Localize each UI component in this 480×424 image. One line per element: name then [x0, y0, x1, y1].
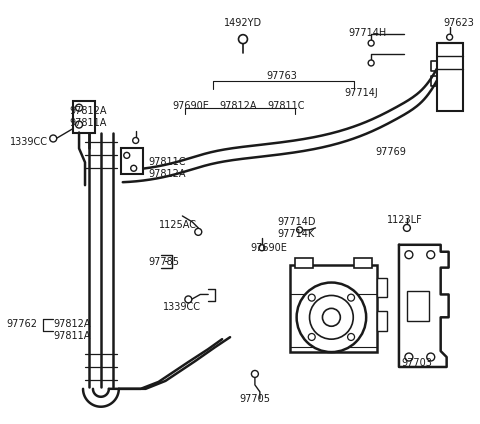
Bar — [289, 265, 377, 352]
Circle shape — [50, 135, 57, 142]
Text: 1339CC: 1339CC — [163, 302, 201, 312]
Text: 97763: 97763 — [266, 71, 297, 81]
Text: 97714D: 97714D — [278, 217, 316, 227]
Circle shape — [446, 34, 453, 40]
Bar — [377, 311, 387, 331]
Text: 97762: 97762 — [7, 319, 37, 329]
Text: 97714K: 97714K — [278, 229, 315, 239]
Circle shape — [239, 35, 248, 44]
Circle shape — [323, 308, 340, 326]
Circle shape — [308, 294, 315, 301]
Circle shape — [185, 296, 192, 303]
Text: 97703: 97703 — [401, 358, 432, 368]
Text: 1125AC: 1125AC — [158, 220, 196, 230]
Text: 97690E: 97690E — [172, 101, 209, 111]
Circle shape — [259, 245, 265, 251]
Circle shape — [132, 137, 139, 143]
Text: 1123LF: 1123LF — [387, 215, 423, 225]
Text: 1492YD: 1492YD — [224, 18, 262, 28]
Circle shape — [348, 294, 355, 301]
Text: 97714J: 97714J — [344, 88, 378, 98]
Text: 97769: 97769 — [375, 148, 407, 157]
Circle shape — [310, 296, 353, 339]
Text: 97690E: 97690E — [250, 243, 287, 253]
Text: 97812A: 97812A — [219, 101, 257, 111]
Circle shape — [297, 227, 302, 233]
Circle shape — [195, 229, 202, 235]
Bar — [121, 148, 143, 174]
Circle shape — [403, 224, 410, 232]
Circle shape — [308, 334, 315, 340]
Circle shape — [368, 40, 374, 46]
Text: 97623: 97623 — [443, 18, 474, 28]
Circle shape — [75, 121, 83, 128]
Text: 97812A: 97812A — [149, 169, 186, 179]
Text: 97812A: 97812A — [53, 319, 91, 329]
Text: 1339CC: 1339CC — [10, 137, 48, 148]
Circle shape — [368, 60, 374, 66]
Circle shape — [405, 251, 413, 259]
Circle shape — [75, 104, 83, 111]
Circle shape — [427, 251, 435, 259]
Bar — [295, 258, 312, 268]
Bar — [354, 258, 372, 268]
Text: 97811A: 97811A — [53, 331, 91, 341]
Text: 97811C: 97811C — [267, 101, 304, 111]
Circle shape — [131, 165, 137, 171]
Text: 97785: 97785 — [149, 257, 180, 267]
Text: 97714H: 97714H — [348, 28, 386, 38]
Circle shape — [297, 282, 366, 352]
Bar — [377, 278, 387, 298]
Text: 97812A: 97812A — [69, 106, 107, 116]
Circle shape — [427, 353, 435, 361]
Text: 97811C: 97811C — [149, 157, 186, 167]
Circle shape — [405, 353, 413, 361]
Bar — [73, 101, 95, 133]
Circle shape — [124, 152, 130, 158]
Bar — [437, 43, 463, 111]
Circle shape — [348, 334, 355, 340]
Text: 97811A: 97811A — [69, 117, 107, 128]
Bar — [407, 291, 429, 321]
Text: 97705: 97705 — [240, 394, 270, 404]
Circle shape — [252, 371, 258, 377]
